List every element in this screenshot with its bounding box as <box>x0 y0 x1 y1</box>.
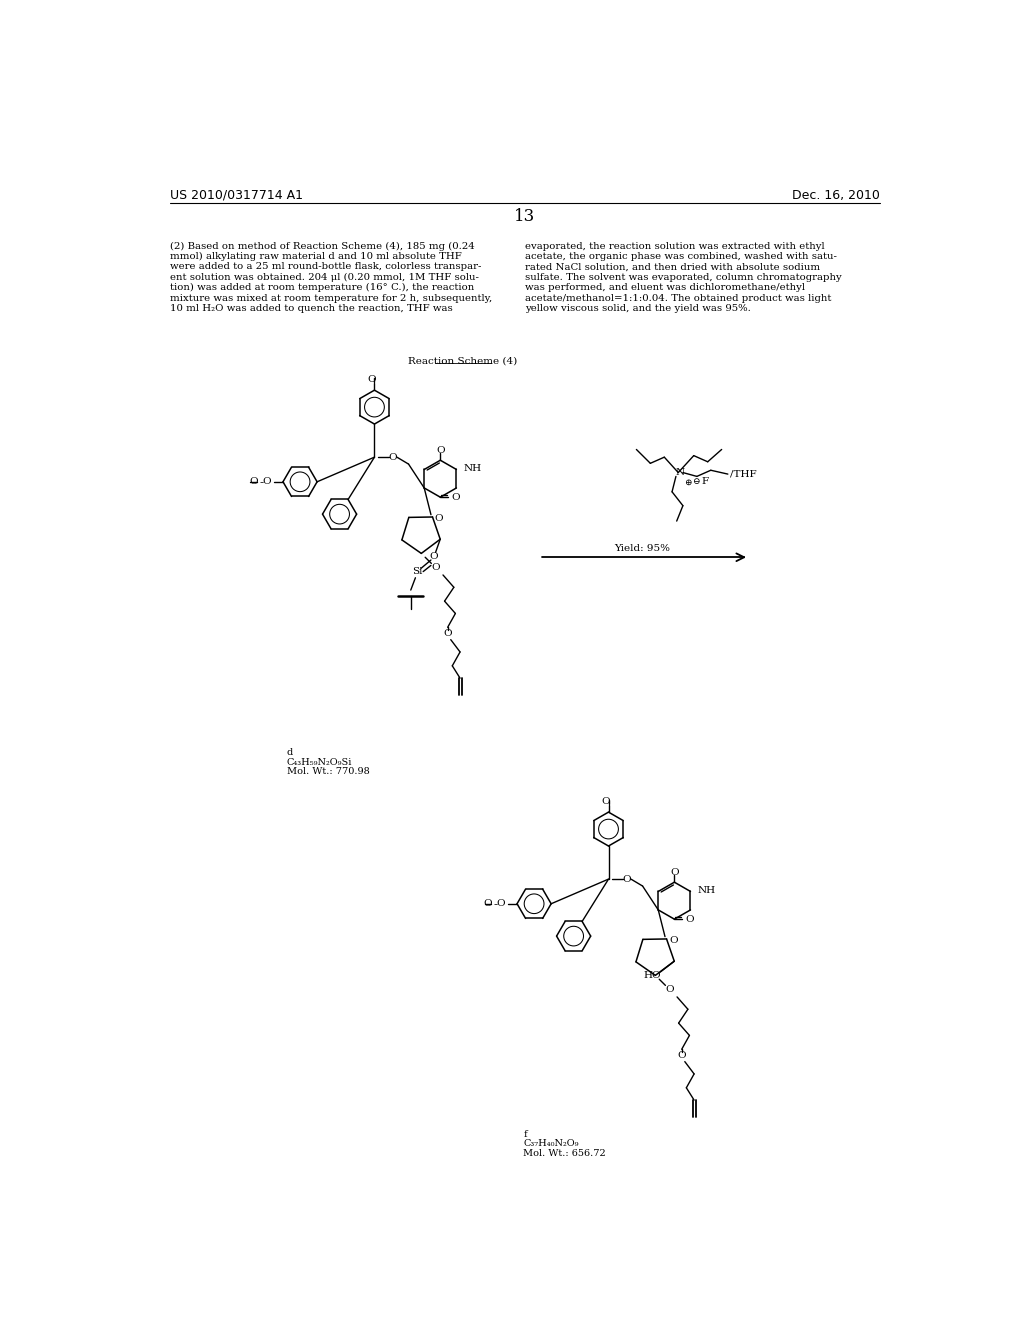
Text: f: f <box>523 1130 527 1139</box>
Text: O: O <box>685 915 694 924</box>
Text: F: F <box>701 478 709 486</box>
Text: O: O <box>483 899 492 908</box>
Text: N: N <box>676 469 685 477</box>
Text: C₃₇H₄₀N₂O₉: C₃₇H₄₀N₂O₉ <box>523 1139 579 1148</box>
Text: O: O <box>263 478 271 486</box>
Text: d: d <box>287 748 293 758</box>
Text: Dec. 16, 2010: Dec. 16, 2010 <box>792 189 880 202</box>
Text: mmol) alkylating raw material d and 10 ml absolute THF: mmol) alkylating raw material d and 10 m… <box>170 252 462 261</box>
Text: tion) was added at room temperature (16° C.), the reaction: tion) was added at room temperature (16°… <box>170 284 474 292</box>
Text: O: O <box>497 899 506 908</box>
Text: mixture was mixed at room temperature for 2 h, subsequently,: mixture was mixed at room temperature fo… <box>170 293 493 302</box>
Text: Mol. Wt.: 770.98: Mol. Wt.: 770.98 <box>287 767 370 776</box>
Text: ⊕: ⊕ <box>684 478 691 486</box>
Text: (2) Based on method of Reaction Scheme (4), 185 mg (0.24: (2) Based on method of Reaction Scheme (… <box>170 242 474 251</box>
Text: acetate/methanol=1:1:0.04. The obtained product was light: acetate/methanol=1:1:0.04. The obtained … <box>524 293 831 302</box>
Text: Yield: 95%: Yield: 95% <box>614 544 671 553</box>
Text: ent solution was obtained. 204 μl (0.20 mmol, 1M THF solu-: ent solution was obtained. 204 μl (0.20 … <box>170 273 479 282</box>
Text: O: O <box>443 630 452 638</box>
Text: Si: Si <box>412 568 422 576</box>
Text: O: O <box>601 797 609 805</box>
Text: Mol. Wt.: 656.72: Mol. Wt.: 656.72 <box>523 1148 606 1158</box>
Text: ⊖: ⊖ <box>691 478 699 486</box>
Text: O: O <box>669 936 678 945</box>
Text: O: O <box>623 875 632 883</box>
Text: O: O <box>665 985 674 994</box>
Text: /THF: /THF <box>730 470 757 479</box>
Text: -: - <box>494 898 498 911</box>
Text: O: O <box>389 453 397 462</box>
Text: O: O <box>367 375 376 384</box>
Text: NH: NH <box>464 465 481 473</box>
Text: 13: 13 <box>514 209 536 226</box>
Text: O: O <box>437 446 445 454</box>
Text: O: O <box>671 867 680 876</box>
Text: O: O <box>435 513 443 523</box>
Text: acetate, the organic phase was combined, washed with satu-: acetate, the organic phase was combined,… <box>524 252 837 261</box>
Text: evaporated, the reaction solution was extracted with ethyl: evaporated, the reaction solution was ex… <box>524 242 824 251</box>
Text: 10 ml H₂O was added to quench the reaction, THF was: 10 ml H₂O was added to quench the reacti… <box>170 304 453 313</box>
Text: NH: NH <box>697 886 716 895</box>
Text: yellow viscous solid, and the yield was 95%.: yellow viscous solid, and the yield was … <box>524 304 751 313</box>
Text: HO: HO <box>644 970 662 979</box>
Text: O: O <box>678 1051 686 1060</box>
Text: O: O <box>452 492 460 502</box>
Text: -: - <box>259 477 263 490</box>
Text: O: O <box>430 552 438 561</box>
Text: C₄₃H₅₉N₂O₉Si: C₄₃H₅₉N₂O₉Si <box>287 758 352 767</box>
Text: Reaction Scheme (4): Reaction Scheme (4) <box>409 356 517 366</box>
Text: were added to a 25 ml round-bottle flask, colorless transpar-: were added to a 25 ml round-bottle flask… <box>170 263 481 272</box>
Text: rated NaCl solution, and then dried with absolute sodium: rated NaCl solution, and then dried with… <box>524 263 820 272</box>
Text: O: O <box>249 478 258 486</box>
Text: US 2010/0317714 A1: US 2010/0317714 A1 <box>170 189 303 202</box>
Text: was performed, and eluent was dichloromethane/ethyl: was performed, and eluent was dichlorome… <box>524 284 805 292</box>
Text: sulfate. The solvent was evaporated, column chromatography: sulfate. The solvent was evaporated, col… <box>524 273 842 281</box>
Text: O: O <box>431 562 439 572</box>
